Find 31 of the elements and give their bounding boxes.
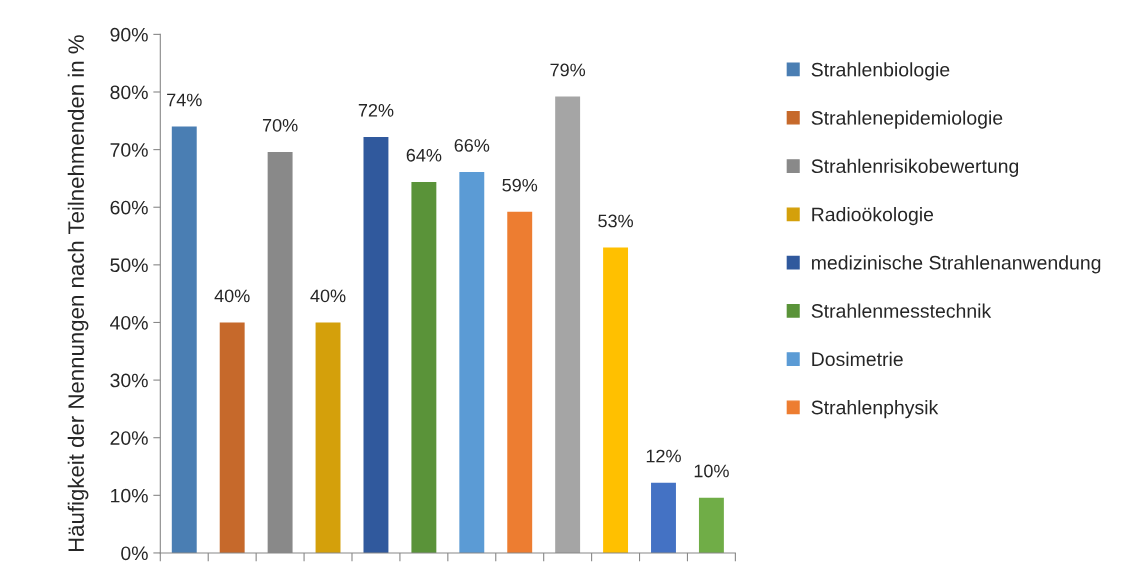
data-label: 40% <box>214 289 250 303</box>
data-label: 70% <box>262 118 298 132</box>
data-label: 64% <box>406 148 442 162</box>
data-label: 66% <box>454 139 490 152</box>
data-label: 79% <box>550 63 586 77</box>
y-tick-label: 10% <box>111 488 148 503</box>
data-label: 72% <box>358 103 394 117</box>
legend-label: Strahlenphysik <box>811 400 939 419</box>
data-label: 53% <box>598 214 633 228</box>
y-tick-label: 30% <box>110 373 148 388</box>
data-label: 10% <box>694 464 729 478</box>
legend-label: Strahlenbiologie <box>811 62 950 81</box>
data-label: 12% <box>646 449 681 463</box>
y-tick-label: 80% <box>110 85 148 100</box>
legend-label: medizinische Strahlenanwendung <box>812 255 1101 274</box>
data-label: 59% <box>502 178 538 192</box>
legend-label: Dosimetrie <box>812 351 903 367</box>
legend-label: Radioökologie <box>812 207 934 226</box>
y-tick-label: 0% <box>121 546 148 561</box>
y-tick-label: 20% <box>110 431 148 445</box>
y-tick-label: 40% <box>110 315 148 330</box>
legend-label: Strahlenrisikobewertung <box>811 158 1019 177</box>
y-tick-label: 90% <box>110 27 148 42</box>
legend-label: Strahlenepidemiologie <box>811 110 1003 129</box>
data-label: 74% <box>167 93 202 107</box>
y-tick-label: 50% <box>110 258 148 273</box>
data-label: 40% <box>310 289 346 303</box>
y-axis-title: Häufigkeit der Nennungen nach Teilnehmenden in % <box>67 35 89 552</box>
legend-label: Strahlenmesstechnik <box>811 303 992 318</box>
y-tick-label: 60% <box>110 200 148 215</box>
y-tick-label: 70% <box>110 143 148 157</box>
